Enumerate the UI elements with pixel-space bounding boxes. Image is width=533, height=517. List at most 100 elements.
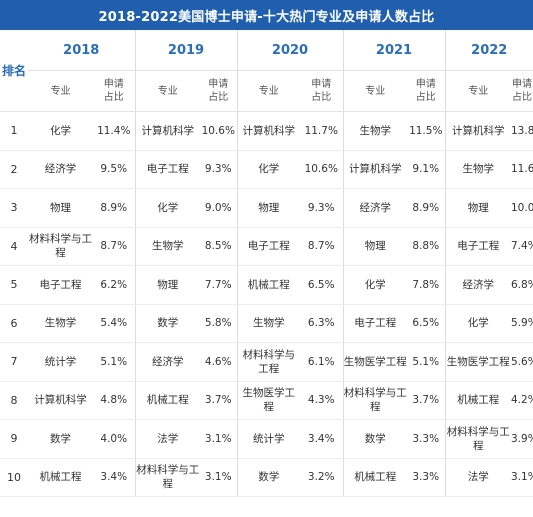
major-cell: 电子工程 bbox=[236, 227, 300, 266]
share-header: 申请 占比 bbox=[511, 70, 533, 112]
major-cell: 生物学 bbox=[444, 150, 511, 189]
share-cell: 7.7% bbox=[200, 265, 237, 305]
rank-cell: 6 bbox=[0, 304, 28, 343]
share-cell: 3.1% bbox=[200, 458, 237, 497]
major-cell: 物理 bbox=[236, 188, 300, 228]
major-cell: 计算机科学 bbox=[444, 111, 511, 151]
share-header-line: 占比 bbox=[208, 92, 229, 103]
share-cell: 3.7% bbox=[407, 381, 445, 420]
rank-cell: 10 bbox=[0, 458, 28, 497]
share-cell: 5.4% bbox=[93, 304, 135, 343]
major-cell: 生物学 bbox=[236, 304, 300, 343]
rank-cell: 8 bbox=[0, 381, 28, 420]
major-cell: 机械工程 bbox=[342, 458, 407, 497]
major-cell: 法学 bbox=[444, 458, 511, 497]
major-cell: 经济学 bbox=[134, 342, 200, 382]
share-cell: 3.4% bbox=[93, 458, 135, 497]
major-cell: 生物医学工程 bbox=[236, 381, 300, 420]
share-cell: 7.4% bbox=[511, 227, 533, 266]
major-cell: 电子工程 bbox=[342, 304, 407, 343]
major-cell: 生物学 bbox=[28, 304, 93, 343]
table-row: 7 统计学 5.1% 经济学 4.6% 材料科学与工程 6.1% 生物医学工程 5.1% 生物医学… bbox=[0, 342, 533, 382]
share-cell: 4.6% bbox=[200, 342, 237, 382]
share-cell: 6.1% bbox=[300, 342, 343, 382]
major-header: 专业 bbox=[134, 70, 200, 112]
share-cell: 8.9% bbox=[93, 188, 135, 228]
major-header: 专业 bbox=[342, 70, 407, 112]
share-cell: 3.3% bbox=[407, 419, 445, 459]
major-cell: 计算机科学 bbox=[236, 111, 300, 151]
major-header: 专业 bbox=[236, 70, 300, 112]
year-header: 2019 bbox=[134, 30, 237, 71]
share-cell: 6.3% bbox=[300, 304, 343, 343]
share-cell: 8.9% bbox=[407, 188, 445, 228]
year-header: 2018 bbox=[28, 30, 135, 71]
major-cell: 机械工程 bbox=[134, 381, 200, 420]
rank-cell: 9 bbox=[0, 419, 28, 459]
rank-cell: 1 bbox=[0, 111, 28, 151]
share-cell: 3.9% bbox=[511, 419, 533, 459]
share-header-line: 申请 bbox=[103, 79, 124, 90]
table-row: 1 化学 11.4% 计算机科学 10.6% 计算机科学 11.7% 生物学 11.5% 计算机科… bbox=[0, 111, 533, 151]
rank-cell: 7 bbox=[0, 342, 28, 382]
share-cell: 3.3% bbox=[407, 458, 445, 497]
major-cell: 计算机科学 bbox=[342, 150, 407, 189]
share-header-line: 占比 bbox=[415, 92, 436, 103]
share-cell: 5.1% bbox=[93, 342, 135, 382]
major-cell: 物理 bbox=[28, 188, 93, 228]
share-cell: 5.9% bbox=[511, 304, 533, 343]
major-cell: 经济学 bbox=[444, 265, 511, 305]
major-cell: 物理 bbox=[444, 188, 511, 228]
share-header-line: 占比 bbox=[103, 92, 124, 103]
major-cell: 机械工程 bbox=[28, 458, 93, 497]
share-cell: 10.6% bbox=[200, 111, 237, 151]
rank-cell: 3 bbox=[0, 188, 28, 228]
share-cell: 11.7% bbox=[300, 111, 343, 151]
major-cell: 生物医学工程 bbox=[444, 342, 511, 382]
share-cell: 9.3% bbox=[200, 150, 237, 189]
share-header: 申请 占比 bbox=[300, 70, 343, 112]
major-cell: 生物学 bbox=[342, 111, 407, 151]
major-cell: 化学 bbox=[28, 111, 93, 151]
share-cell: 8.7% bbox=[93, 227, 135, 266]
share-cell: 11.6% bbox=[511, 150, 533, 189]
share-cell: 6.5% bbox=[407, 304, 445, 343]
major-cell: 经济学 bbox=[28, 150, 93, 189]
major-cell: 电子工程 bbox=[134, 150, 200, 189]
share-header-line: 占比 bbox=[311, 92, 332, 103]
share-cell: 5.8% bbox=[200, 304, 237, 343]
table-title: 2018-2022美国博士申请-十大热门专业及申请人数占比 bbox=[98, 9, 435, 25]
share-cell: 6.2% bbox=[93, 265, 135, 305]
major-cell: 电子工程 bbox=[28, 265, 93, 305]
share-cell: 7.8% bbox=[407, 265, 445, 305]
share-cell: 3.1% bbox=[511, 458, 533, 497]
major-cell: 生物医学工程 bbox=[342, 342, 407, 382]
major-cell: 材料科学与工程 bbox=[134, 458, 200, 497]
share-cell: 4.0% bbox=[93, 419, 135, 459]
major-cell: 计算机科学 bbox=[134, 111, 200, 151]
year-header: 2022 bbox=[444, 30, 533, 71]
share-cell: 3.1% bbox=[200, 419, 237, 459]
share-header-line: 申请 bbox=[415, 79, 436, 90]
share-cell: 3.2% bbox=[300, 458, 343, 497]
major-cell: 数学 bbox=[134, 304, 200, 343]
share-cell: 4.3% bbox=[300, 381, 343, 420]
major-cell: 经济学 bbox=[342, 188, 407, 228]
share-cell: 6.5% bbox=[300, 265, 343, 305]
major-cell: 化学 bbox=[134, 188, 200, 228]
major-cell: 化学 bbox=[342, 265, 407, 305]
share-cell: 4.8% bbox=[93, 381, 135, 420]
major-cell: 生物学 bbox=[134, 227, 200, 266]
share-cell: 10.0% bbox=[511, 188, 533, 228]
major-cell: 统计学 bbox=[236, 419, 300, 459]
share-cell: 8.5% bbox=[200, 227, 237, 266]
share-cell: 6.8% bbox=[511, 265, 533, 305]
share-cell: 11.4% bbox=[93, 111, 135, 151]
major-header: 专业 bbox=[444, 70, 511, 112]
table-row: 4 材料科学与工程 8.7% 生物学 8.5% 电子工程 8.7% 物理 8.8% 电子工程 7.4… bbox=[0, 227, 533, 266]
major-cell: 电子工程 bbox=[444, 227, 511, 266]
major-cell: 物理 bbox=[134, 265, 200, 305]
